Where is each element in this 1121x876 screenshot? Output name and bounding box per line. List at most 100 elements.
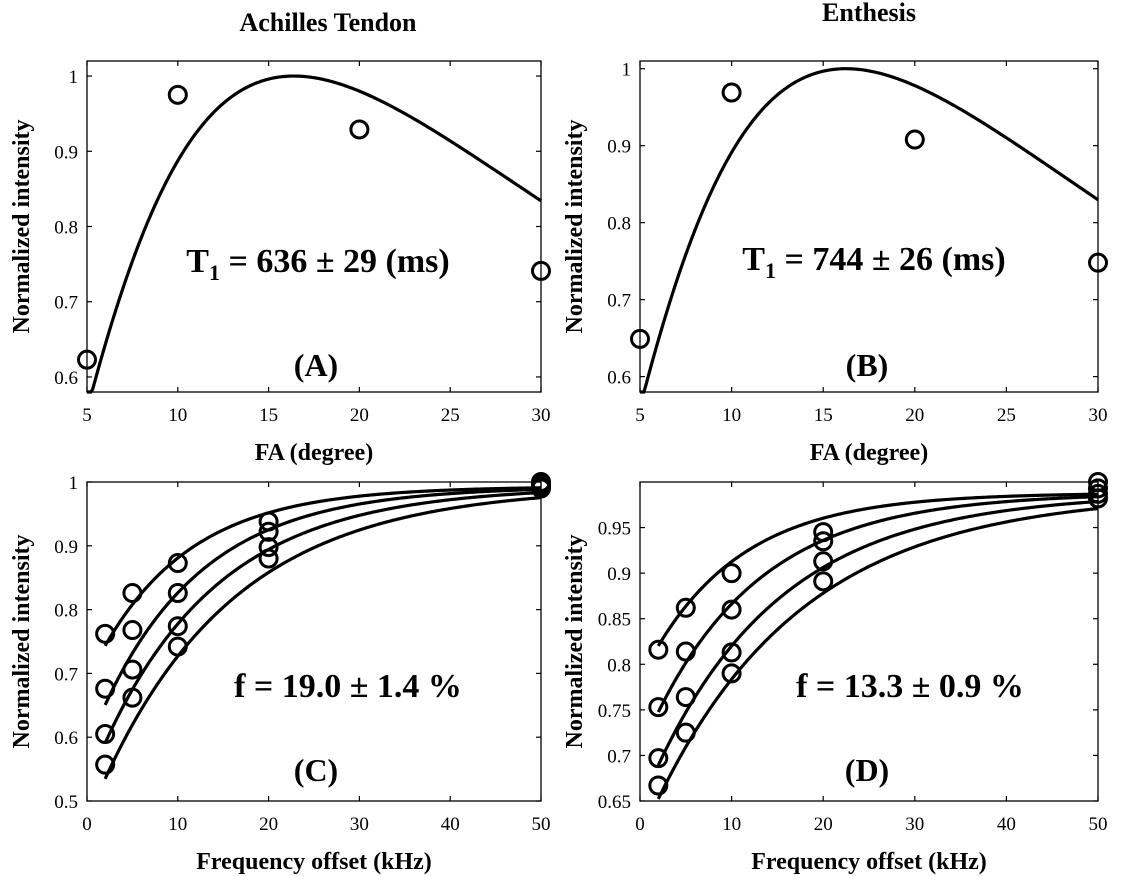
data-point	[77, 349, 97, 370]
fit-curve-1	[87, 74, 542, 394]
x-tick-label: 20	[350, 405, 369, 426]
panel-label: (C)	[294, 752, 338, 788]
data-point	[721, 642, 742, 663]
y-tick-label: 0.7	[607, 746, 631, 767]
y-tick-label: 0.65	[598, 792, 631, 813]
y-axis-label: Normalized intensity	[562, 535, 588, 749]
x-tick-label: 25	[441, 405, 460, 426]
y-tick-label: 0.75	[598, 701, 631, 722]
x-axis-label: FA (degree)	[810, 440, 928, 466]
x-tick-label: 30	[532, 405, 551, 426]
data-point	[167, 84, 188, 105]
plot-frame	[639, 481, 1099, 802]
data-point	[721, 599, 742, 620]
chart-title: Enthesis	[822, 0, 916, 27]
data-point	[349, 119, 370, 140]
fit-annotation: f = 19.0 ± 1.4 %	[234, 668, 462, 705]
data-point	[95, 678, 116, 699]
chart-panel-b: 5 10 15 20 25 30 0.6 0.7 0.8 0.9 1 FA (degree) Norma…	[562, 0, 1108, 466]
data-point	[531, 478, 551, 499]
x-tick-label: 10	[722, 814, 741, 835]
fit-annotation: T1 = 636 ± 29 (ms)	[186, 243, 449, 285]
fit-curve-2	[103, 487, 542, 706]
data-point	[721, 663, 742, 684]
fit-curve-1	[656, 492, 1099, 647]
x-tick-label: 40	[441, 814, 460, 835]
data-point	[531, 260, 551, 281]
chart-panel-c: 0 10 20 30 40 50 0.5 0.6 0.7 0.8 0.9 1 Frequency off…	[9, 472, 551, 875]
data-point	[675, 687, 696, 708]
fit-curve-3	[103, 490, 542, 744]
y-axis-label: Normalized intensity	[9, 120, 35, 334]
chart-title: Achilles Tendon	[239, 8, 417, 37]
plot-frame	[86, 60, 542, 393]
x-tick-label: 0	[82, 814, 92, 835]
x-tick-label: 0	[635, 814, 645, 835]
data-point	[258, 521, 279, 542]
panel-label: (B)	[846, 347, 889, 383]
y-tick-label: 0.6	[54, 728, 78, 749]
annotation-symbol: T	[186, 243, 209, 280]
x-tick-label: 40	[997, 814, 1016, 835]
data-point	[95, 623, 116, 644]
x-tick-label: 10	[168, 405, 187, 426]
data-point	[258, 548, 279, 569]
fit-curve-4	[656, 506, 1099, 800]
y-tick-label: 0.6	[607, 368, 631, 389]
fit-annotation: T1 = 744 ± 26 (ms)	[742, 241, 1005, 283]
x-tick-label: 20	[259, 814, 278, 835]
y-tick-label: 0.5	[54, 792, 78, 813]
x-axis-label: FA (degree)	[255, 440, 373, 466]
data-point	[813, 531, 834, 552]
y-axis-label: Normalized intensity	[562, 120, 588, 334]
fit-curve-1	[640, 67, 1099, 394]
x-axis-label: Frequency offset (kHz)	[196, 849, 432, 875]
y-tick-label: 0.8	[607, 655, 631, 676]
y-tick-label: 0.8	[607, 214, 631, 235]
fit-curve-4	[103, 496, 542, 780]
data-point	[721, 563, 742, 584]
data-point	[167, 636, 188, 657]
annotation-subscript: 1	[209, 260, 220, 285]
y-axis-label: Normalized intensity	[9, 535, 35, 749]
plot-frame	[86, 481, 542, 802]
y-tick-label: 0.6	[54, 368, 78, 389]
data-point	[122, 583, 143, 604]
annotation-value: f = 19.0 ± 1.4 %	[234, 668, 462, 705]
data-point	[675, 641, 696, 662]
x-tick-label: 30	[350, 814, 369, 835]
data-point	[167, 616, 188, 637]
y-tick-label: 1	[622, 60, 632, 81]
x-tick-label: 30	[1089, 405, 1108, 426]
data-point	[167, 583, 188, 604]
data-point	[630, 328, 650, 349]
data-point	[648, 775, 669, 796]
data-point	[721, 82, 742, 103]
data-point	[675, 722, 696, 743]
annotation-value: = 744 ± 26 (ms)	[776, 241, 1006, 278]
y-tick-label: 0.85	[598, 610, 631, 631]
x-tick-label: 10	[168, 814, 187, 835]
data-point	[648, 697, 669, 718]
x-tick-label: 20	[814, 814, 833, 835]
data-point	[122, 620, 143, 641]
fit-curve-2	[656, 495, 1099, 713]
data-point	[258, 537, 279, 558]
fit-annotation: f = 13.3 ± 0.9 %	[796, 668, 1024, 705]
y-tick-label: 0.9	[607, 564, 631, 585]
y-tick-label: 0.7	[54, 293, 78, 314]
fit-curve-1	[103, 486, 542, 647]
y-tick-label: 0.9	[607, 137, 631, 158]
x-tick-label: 30	[905, 814, 924, 835]
data-point	[675, 597, 696, 618]
x-tick-label: 50	[532, 814, 551, 835]
data-point	[1088, 488, 1108, 509]
x-tick-label: 10	[722, 405, 741, 426]
data-point	[122, 687, 143, 708]
fit-curve-3	[656, 499, 1099, 766]
annotation-value: = 636 ± 29 (ms)	[220, 243, 450, 280]
data-point	[813, 551, 834, 572]
y-tick-label: 0.9	[54, 537, 78, 558]
y-tick-label: 0.8	[54, 601, 78, 622]
